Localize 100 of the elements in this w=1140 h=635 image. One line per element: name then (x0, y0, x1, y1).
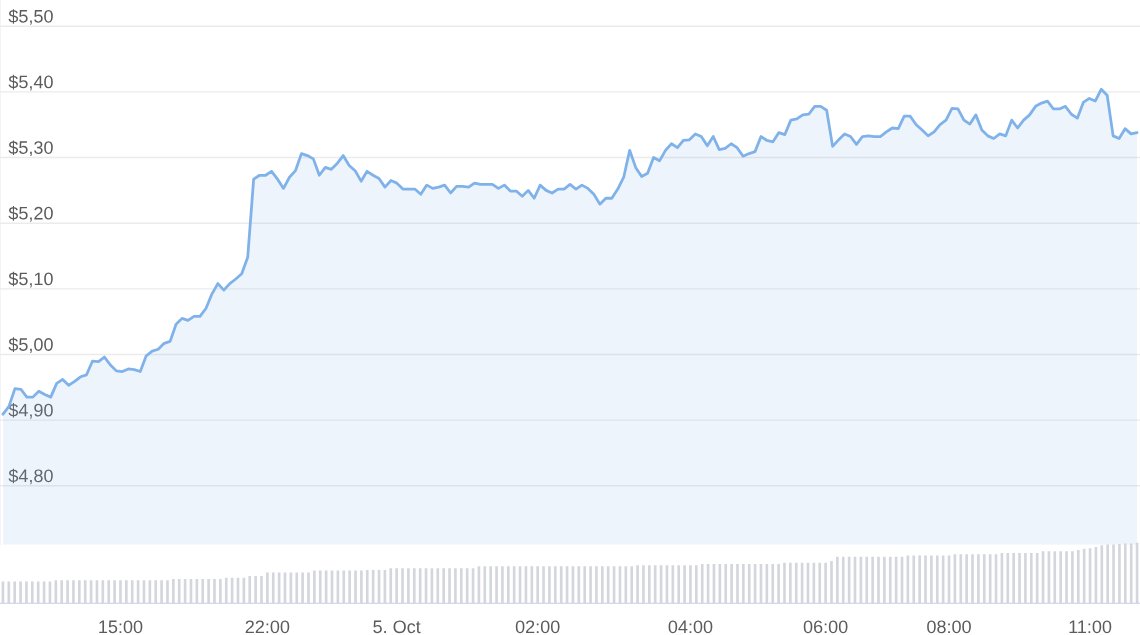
bar (313, 570, 316, 604)
bar (818, 562, 822, 604)
bar (31, 581, 34, 604)
bar (1006, 553, 1010, 604)
bar (365, 569, 369, 604)
bar (72, 580, 75, 604)
bar (1123, 543, 1127, 604)
bar (794, 562, 798, 604)
bar (695, 565, 698, 604)
bar (677, 565, 681, 604)
x-tick-label: 15:00 (99, 620, 143, 634)
bar (160, 580, 163, 604)
bar (877, 556, 880, 604)
bar (959, 554, 963, 604)
bar (971, 554, 974, 604)
bar (36, 581, 40, 604)
bar (266, 572, 269, 604)
bar (824, 562, 827, 604)
bar (166, 580, 169, 604)
bar (13, 581, 17, 604)
bar (107, 580, 111, 604)
x-tick-label: 08:00 (927, 620, 971, 634)
bar (642, 565, 645, 604)
bar (224, 577, 228, 604)
x-tick-label: 22:00 (245, 620, 290, 634)
bar (1118, 543, 1121, 604)
y-tick-label: $5,50 (8, 9, 53, 25)
bar (553, 566, 557, 604)
bar (548, 566, 551, 604)
bar (1076, 550, 1080, 604)
bar (977, 554, 980, 604)
bar (201, 579, 205, 604)
bar (683, 565, 686, 604)
bar (1129, 543, 1133, 604)
bar (318, 570, 322, 604)
bar (219, 579, 222, 604)
bar (389, 568, 393, 604)
x-tick-label: 02:00 (515, 620, 560, 634)
x-tick-label: 06:00 (803, 620, 848, 634)
x-tick-label: 11:00 (1069, 620, 1112, 634)
bar (489, 566, 492, 604)
bar (888, 556, 892, 604)
bar (730, 563, 733, 604)
bar (1071, 551, 1074, 604)
bar (207, 579, 210, 604)
bar (577, 566, 581, 604)
y-tick-label: $5,30 (8, 140, 53, 157)
bar (742, 563, 745, 604)
bar (871, 556, 874, 604)
bar (982, 554, 986, 604)
bar (912, 555, 916, 604)
bar (19, 581, 22, 604)
y-tick-label: $5,40 (8, 74, 53, 91)
bar (501, 566, 504, 604)
bar (636, 565, 639, 604)
y-tick-label: $5,00 (8, 337, 53, 354)
bar (254, 576, 257, 604)
bar (924, 555, 927, 604)
x-tick-label: 04:00 (668, 620, 713, 634)
bar (1106, 544, 1109, 604)
bar (113, 580, 116, 604)
bar (559, 566, 563, 604)
bar (865, 556, 869, 604)
bar (595, 566, 598, 604)
bar (119, 580, 122, 604)
bar (248, 576, 252, 604)
bar (1029, 553, 1033, 604)
bar (724, 563, 728, 604)
bar (747, 563, 751, 604)
bar (1065, 551, 1068, 604)
bar (395, 568, 398, 604)
bar (583, 566, 587, 604)
bar (307, 572, 310, 604)
bar (442, 568, 445, 604)
bar (407, 568, 410, 604)
bar (412, 568, 416, 604)
bar (25, 581, 28, 604)
bar (506, 566, 510, 604)
bar (965, 554, 968, 604)
bar (601, 566, 604, 604)
bar (841, 556, 845, 604)
bar (771, 563, 775, 604)
bar (213, 579, 216, 604)
bar (542, 566, 545, 604)
bar (83, 580, 87, 604)
bar (60, 580, 64, 604)
bar (606, 566, 610, 604)
bar (689, 565, 692, 604)
bar (154, 580, 158, 604)
bar (354, 570, 357, 604)
bar (883, 556, 886, 604)
bar (436, 568, 440, 604)
bar (454, 568, 457, 604)
bar (271, 572, 275, 604)
bar (1112, 544, 1115, 604)
bar (830, 560, 833, 604)
bar (448, 568, 451, 604)
bar (130, 580, 134, 604)
bar (260, 576, 263, 604)
bar (589, 566, 592, 604)
